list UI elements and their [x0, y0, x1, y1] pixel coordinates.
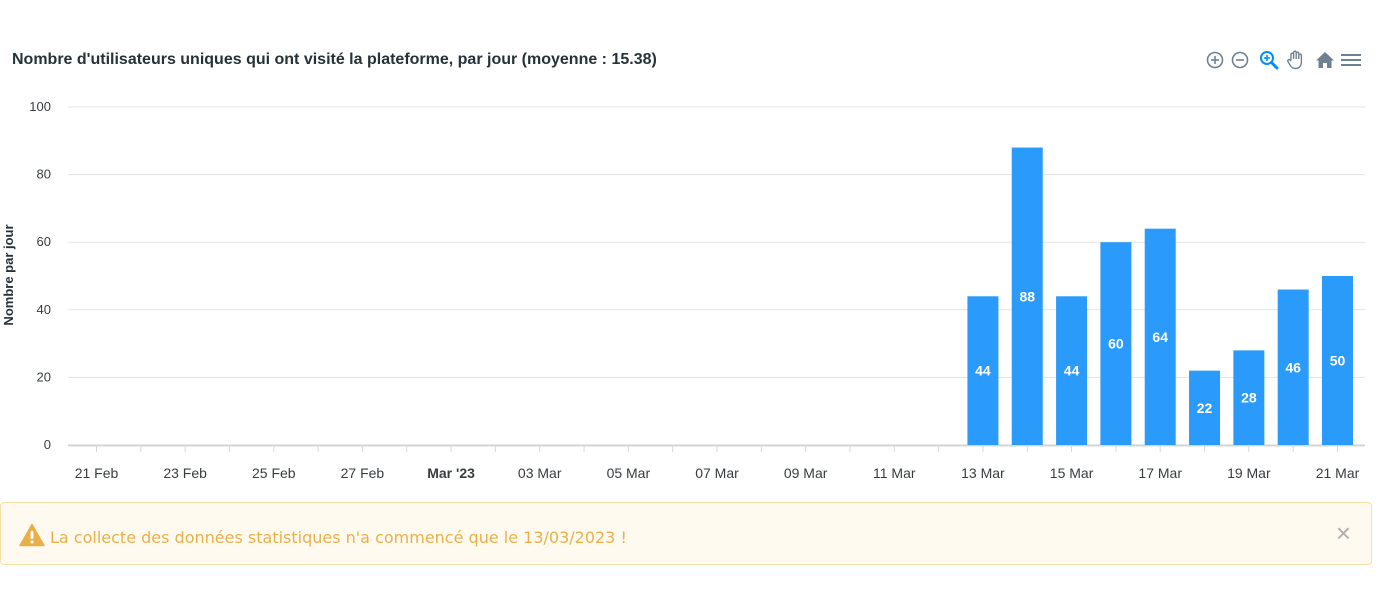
x-tick-label: 05 Mar	[607, 465, 651, 481]
x-tick-label: 09 Mar	[784, 465, 828, 481]
x-tick-label: 03 Mar	[518, 465, 562, 481]
bar	[1277, 289, 1309, 445]
bar-chart: 0 20 40 60 80 100 44 88 44 60 64 22 28 46 50 21 Feb 23…	[1, 99, 1365, 481]
x-tick-label: 07 Mar	[695, 465, 739, 481]
x-tick-label: 21 Feb	[75, 465, 119, 481]
x-tick-label: 25 Feb	[252, 465, 296, 481]
pan-icon[interactable]	[1284, 48, 1308, 72]
bars[interactable]: 44 88 44 60 64 22 28 46 50	[967, 147, 1353, 445]
bar	[967, 296, 999, 445]
x-axis: 21 Feb 23 Feb 25 Feb 27 Feb Mar '23 03 Mar 05 …	[68, 445, 1365, 481]
y-tick-label: 0	[44, 437, 51, 452]
bar-value-label: 46	[1285, 359, 1301, 375]
warning-alert: La collecte des données statistiques n'a…	[0, 502, 1372, 565]
bar	[1100, 242, 1132, 445]
y-tick-label: 40	[37, 302, 51, 317]
bar	[1233, 350, 1265, 445]
x-tick-label: 19 Mar	[1227, 465, 1271, 481]
bar-value-label: 44	[1064, 363, 1080, 379]
y-tick-label: 80	[37, 167, 51, 182]
bar-value-label: 22	[1197, 400, 1213, 416]
y-tick-label: 60	[37, 234, 51, 249]
y-tick-label: 20	[37, 369, 51, 384]
x-tick-label: 17 Mar	[1138, 465, 1182, 481]
x-tick-label: Mar '23	[427, 465, 475, 481]
bar	[1144, 228, 1176, 445]
x-tick-label: 23 Feb	[163, 465, 207, 481]
x-tick-label: 27 Feb	[341, 465, 385, 481]
bar-value-label: 44	[975, 363, 991, 379]
bar-value-label: 28	[1241, 390, 1257, 406]
y-axis-ticks: 0 20 40 60 80 100	[29, 99, 51, 452]
zoom-out-icon[interactable]	[1228, 48, 1252, 72]
menu-icon[interactable]	[1339, 48, 1363, 72]
chart-title: Nombre d'utilisateurs uniques qui ont vi…	[12, 51, 657, 68]
bar-value-label: 60	[1108, 336, 1124, 352]
alert-message: La collecte des données statistiques n'a…	[50, 528, 627, 547]
x-tick-label: 11 Mar	[873, 465, 916, 481]
warning-icon	[19, 523, 45, 547]
x-tick-label: 15 Mar	[1050, 465, 1094, 481]
bar-value-label: 50	[1330, 353, 1346, 369]
bar-value-label: 88	[1019, 288, 1035, 304]
bar-value-label: 64	[1152, 329, 1168, 345]
close-icon[interactable]: ×	[1335, 518, 1351, 548]
x-tick-label: 13 Mar	[961, 465, 1005, 481]
x-tick-label: 21 Mar	[1316, 465, 1360, 481]
zoom-in-icon[interactable]	[1203, 48, 1227, 72]
bar	[1056, 296, 1088, 445]
home-reset-icon[interactable]	[1313, 48, 1337, 72]
y-axis-label: Nombre par jour	[1, 224, 16, 325]
selection-zoom-icon[interactable]	[1257, 48, 1281, 72]
y-tick-label: 100	[29, 99, 51, 114]
bar	[1322, 276, 1353, 445]
bar	[1011, 147, 1043, 445]
bar	[1189, 370, 1221, 445]
